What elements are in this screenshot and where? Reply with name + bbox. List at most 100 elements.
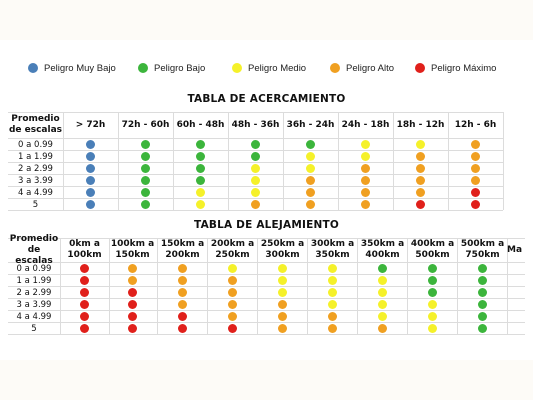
column-header: 150km a 200km	[160, 239, 205, 260]
danger-dot-maximo	[128, 287, 137, 297]
danger-dot-bajo	[478, 263, 487, 273]
danger-dot-bajo	[141, 139, 150, 149]
grid-line	[8, 238, 525, 239]
legend-dot	[138, 63, 148, 73]
grid-line	[8, 198, 503, 199]
danger-dot-muy-bajo	[86, 139, 95, 149]
danger-dot-alto	[278, 311, 287, 321]
danger-dot-medio	[378, 299, 387, 309]
danger-dot-muy-bajo	[86, 199, 95, 209]
danger-dot-alto	[278, 299, 287, 309]
column-header: 100km a 150km	[110, 239, 155, 260]
grid-line	[109, 238, 110, 334]
legend-item-bajo: Peligro Bajo	[138, 58, 205, 78]
row-label: 3 a 3.99	[18, 176, 53, 186]
danger-dot-alto	[228, 299, 237, 309]
danger-dot-bajo	[196, 175, 205, 185]
grid-line	[207, 238, 208, 334]
row-label: 4 a 4.99	[18, 188, 53, 198]
danger-dot-muy-bajo	[86, 163, 95, 173]
danger-dot-alto	[378, 323, 387, 333]
danger-dot-medio	[428, 299, 437, 309]
grid-line	[393, 112, 394, 210]
danger-dot-medio	[196, 187, 205, 197]
column-header: 300km a 350km	[310, 239, 355, 260]
danger-dot-alto	[251, 199, 260, 209]
grid-line	[257, 238, 258, 334]
danger-dot-bajo	[306, 139, 315, 149]
legend-item-medio: Peligro Medio	[232, 58, 306, 78]
danger-dot-muy-bajo	[86, 187, 95, 197]
acercamiento-title: TABLA DE ACERCAMIENTO	[187, 93, 346, 105]
danger-dot-bajo	[428, 287, 437, 297]
column-header: 400km a 500km	[410, 239, 455, 260]
grid-line	[357, 238, 358, 334]
column-header: 18h - 12h	[396, 119, 445, 130]
danger-dot-bajo	[141, 199, 150, 209]
danger-dot-alto	[471, 163, 480, 173]
danger-dot-alto	[228, 311, 237, 321]
danger-dot-bajo	[428, 275, 437, 285]
danger-dot-alto	[306, 187, 315, 197]
row-label: 5	[32, 200, 39, 210]
column-header: 500km a 750km	[460, 239, 505, 260]
danger-dot-medio	[251, 163, 260, 173]
danger-dot-bajo	[251, 139, 260, 149]
grid-line	[8, 286, 525, 287]
danger-dot-maximo	[80, 275, 89, 285]
danger-dot-alto	[228, 287, 237, 297]
column-header: > 72h	[75, 119, 106, 130]
danger-dot-maximo	[80, 287, 89, 297]
column-header: 350km a 400km	[360, 239, 405, 260]
row-label: 0 a 0.99	[18, 140, 53, 150]
danger-dot-alto	[471, 151, 480, 161]
grid-line	[8, 298, 525, 299]
danger-dot-alto	[178, 275, 187, 285]
danger-dot-maximo	[128, 323, 137, 333]
danger-dot-medio	[428, 311, 437, 321]
grid-line	[228, 112, 229, 210]
grid-line	[283, 112, 284, 210]
danger-dot-maximo	[80, 323, 89, 333]
grid-line	[8, 334, 525, 335]
grid-line	[407, 238, 408, 334]
danger-dot-alto	[471, 175, 480, 185]
grid-line	[8, 274, 525, 275]
danger-dot-bajo	[428, 263, 437, 273]
grid-line	[118, 112, 119, 210]
danger-dot-maximo	[128, 299, 137, 309]
danger-dot-alto	[128, 263, 137, 273]
danger-dot-alto	[416, 163, 425, 173]
legend-label: Peligro Alto	[346, 62, 395, 74]
danger-dot-bajo	[478, 299, 487, 309]
legend-label: Peligro Máximo	[431, 62, 497, 74]
danger-dot-alto	[471, 139, 480, 149]
danger-dot-alto	[128, 275, 137, 285]
grid-line	[157, 238, 158, 334]
danger-dot-alto	[306, 199, 315, 209]
grid-line	[448, 112, 449, 210]
danger-dot-medio	[378, 287, 387, 297]
row-label: 2 a 2.99	[16, 288, 52, 298]
danger-dot-maximo	[416, 199, 425, 209]
legend-label: Peligro Medio	[248, 62, 307, 74]
danger-dot-medio	[278, 275, 287, 285]
danger-dot-medio	[378, 275, 387, 285]
grid-line	[307, 238, 308, 334]
column-header: 36h - 24h	[286, 119, 335, 130]
legend-item-maximo: Peligro Máximo	[415, 58, 496, 78]
row-label: 4 a 4.99	[16, 312, 52, 322]
danger-dot-medio	[361, 151, 370, 161]
danger-dot-bajo	[196, 163, 205, 173]
danger-dot-medio	[251, 175, 260, 185]
grid-line	[8, 174, 503, 175]
legend-item-muy-bajo: Peligro Muy Bajo	[28, 58, 116, 78]
grid-line	[8, 138, 503, 139]
grid-line	[503, 112, 504, 210]
grid-line	[8, 150, 503, 151]
danger-dot-alto	[328, 323, 337, 333]
column-header: Ma	[507, 244, 523, 255]
danger-dot-alto	[416, 175, 425, 185]
legend-item-alto: Peligro Alto	[330, 58, 394, 78]
danger-dot-alto	[416, 151, 425, 161]
